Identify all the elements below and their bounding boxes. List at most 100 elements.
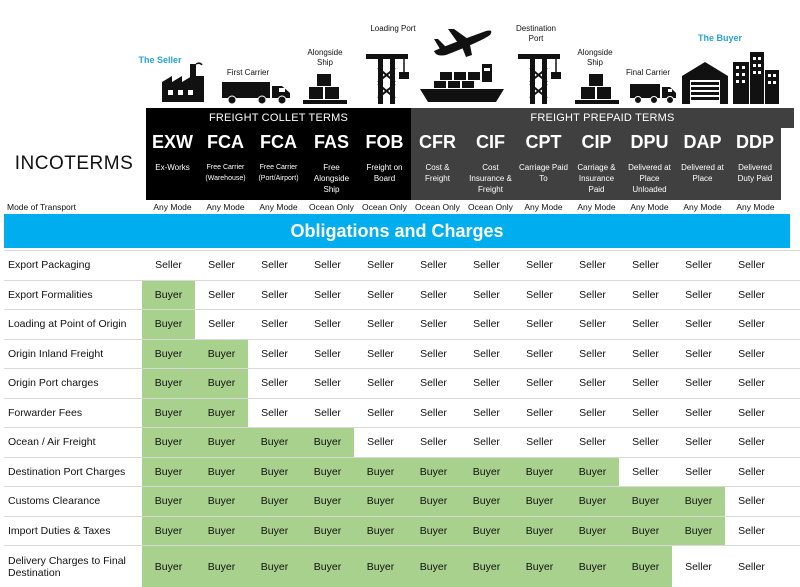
freight-collect-band: FREIGHT COLLET TERMS bbox=[146, 108, 411, 128]
term-code: FOB bbox=[365, 132, 404, 152]
term-code: DPU bbox=[630, 132, 669, 152]
table-cell: Seller bbox=[367, 436, 394, 449]
term-column-fca: FCA Free Carrier (Warehouse) bbox=[199, 128, 252, 200]
term-code: FAS bbox=[313, 132, 349, 152]
term-name: Delivered at Place Unloaded bbox=[628, 163, 671, 194]
table-cell: Seller bbox=[685, 288, 712, 301]
table-row: Origin Port charges Buyer Buyer Seller Selle… bbox=[4, 368, 800, 398]
table-cell: Seller bbox=[367, 288, 394, 301]
term-code: FCA bbox=[260, 132, 297, 152]
mode-of-transport-label: Mode of Transport bbox=[7, 202, 76, 212]
stage-label-alongside-ship: Alongside Ship bbox=[307, 48, 343, 67]
term-code: CIF bbox=[476, 132, 505, 152]
mode-cell: Any Mode bbox=[259, 202, 298, 212]
table-cell: Seller bbox=[314, 318, 341, 331]
mode-cell: Any Mode bbox=[524, 202, 563, 212]
table-cell: Buyer bbox=[460, 516, 513, 545]
term-column-fca: FCA Free Carrier (Port/Airport) bbox=[252, 128, 305, 200]
table-cell: Seller bbox=[632, 259, 659, 272]
table-cell: Seller bbox=[685, 318, 712, 331]
table-cell: Seller bbox=[579, 406, 606, 419]
table-cell: Seller bbox=[632, 347, 659, 360]
table-cell: Seller bbox=[261, 347, 288, 360]
table-cell: Buyer bbox=[248, 546, 301, 587]
table-cell: Seller bbox=[738, 436, 765, 449]
table-cell: Seller bbox=[473, 347, 500, 360]
table-cell: Seller bbox=[314, 288, 341, 301]
row-label: Origin Port charges bbox=[8, 377, 99, 390]
table-cell: Seller bbox=[738, 347, 765, 360]
row-label: Ocean / Air Freight bbox=[8, 436, 96, 449]
term-column-fob: FOB Freight on Board bbox=[358, 128, 411, 200]
table-cell: Buyer bbox=[142, 398, 195, 427]
container-ship-icon bbox=[420, 64, 504, 102]
term-name: Freight on Board bbox=[366, 163, 403, 183]
table-row: Customs Clearance Buyer Buyer Buyer Buyer Buy… bbox=[4, 486, 800, 516]
mode-cell: Any Mode bbox=[577, 202, 616, 212]
table-cell: Seller bbox=[420, 406, 447, 419]
cargo-boxes-icon bbox=[303, 74, 347, 104]
table-cell: Buyer bbox=[142, 457, 195, 486]
row-label: Export Packaging bbox=[8, 259, 91, 272]
table-cell: Buyer bbox=[301, 546, 354, 587]
term-name: Delivered at Place bbox=[681, 163, 724, 183]
table-cell: Buyer bbox=[513, 546, 566, 587]
buyer-label: The Buyer bbox=[697, 33, 742, 43]
table-cell: Buyer bbox=[619, 546, 672, 587]
mode-cell: Ocean Only bbox=[362, 202, 407, 212]
table-cell: Seller bbox=[420, 288, 447, 301]
table-cell: Seller bbox=[420, 259, 447, 272]
table-cell: Seller bbox=[632, 288, 659, 301]
table-cell: Seller bbox=[685, 560, 712, 573]
term-column-dpu: DPU Delivered at Place Unloaded bbox=[623, 128, 676, 200]
mode-cell: Any Mode bbox=[153, 202, 192, 212]
cargo-boxes-icon bbox=[575, 74, 619, 104]
table-cell: Buyer bbox=[566, 546, 619, 587]
table-cell: Seller bbox=[632, 377, 659, 390]
table-row: Export Packaging Seller Seller Seller Seller… bbox=[4, 250, 800, 280]
table-cell: Buyer bbox=[301, 428, 354, 457]
table-cell: Seller bbox=[420, 377, 447, 390]
term-name: Free Carrier (Warehouse) bbox=[205, 164, 246, 182]
table-cell: Buyer bbox=[354, 546, 407, 587]
table-cell: Buyer bbox=[513, 516, 566, 545]
table-cell: Seller bbox=[473, 259, 500, 272]
table-cell: Seller bbox=[314, 347, 341, 360]
table-cell: Seller bbox=[526, 259, 553, 272]
table-cell: Buyer bbox=[460, 546, 513, 587]
table-cell: Seller bbox=[208, 259, 235, 272]
row-label: Loading at Point of Origin bbox=[8, 318, 127, 331]
table-cell: Seller bbox=[208, 288, 235, 301]
warehouse-icon bbox=[682, 62, 728, 104]
table-cell: Seller bbox=[526, 318, 553, 331]
table-row: Ocean / Air Freight Buyer Buyer Buyer Buyer S… bbox=[4, 427, 800, 457]
table-cell: Buyer bbox=[195, 398, 248, 427]
table-cell: Seller bbox=[526, 288, 553, 301]
stage-label-alongside-ship-dest: Alongside Ship bbox=[577, 48, 613, 67]
table-cell: Seller bbox=[685, 465, 712, 478]
table-cell: Buyer bbox=[195, 487, 248, 516]
table-cell: Buyer bbox=[195, 457, 248, 486]
term-code: FCA bbox=[207, 132, 244, 152]
row-label: Customs Clearance bbox=[8, 495, 101, 508]
table-cell: Buyer bbox=[248, 516, 301, 545]
table-cell: Buyer bbox=[513, 457, 566, 486]
table-cell: Buyer bbox=[195, 546, 248, 587]
mode-cell: Ocean Only bbox=[309, 202, 354, 212]
table-row: Destination Port Charges Buyer Buyer Buyer B… bbox=[4, 456, 800, 486]
table-cell: Seller bbox=[473, 436, 500, 449]
table-cell: Seller bbox=[420, 347, 447, 360]
table-cell: Buyer bbox=[513, 487, 566, 516]
table-cell: Seller bbox=[738, 318, 765, 331]
table-cell: Buyer bbox=[248, 457, 301, 486]
term-code: DDP bbox=[735, 132, 774, 152]
row-label: Delivery Charges to Final Destination bbox=[8, 554, 126, 579]
table-cell: Seller bbox=[420, 436, 447, 449]
term-column-ddp: DDP Delivered Duty Paid bbox=[729, 128, 781, 200]
stage-label-loading-port: Loading Port bbox=[370, 24, 416, 33]
table-cell: Buyer bbox=[460, 487, 513, 516]
row-label: Export Formalities bbox=[8, 288, 93, 301]
table-cell: Buyer bbox=[142, 487, 195, 516]
table-cell: Seller bbox=[579, 347, 606, 360]
stage-label-destination-port: Destination Port bbox=[515, 24, 557, 43]
